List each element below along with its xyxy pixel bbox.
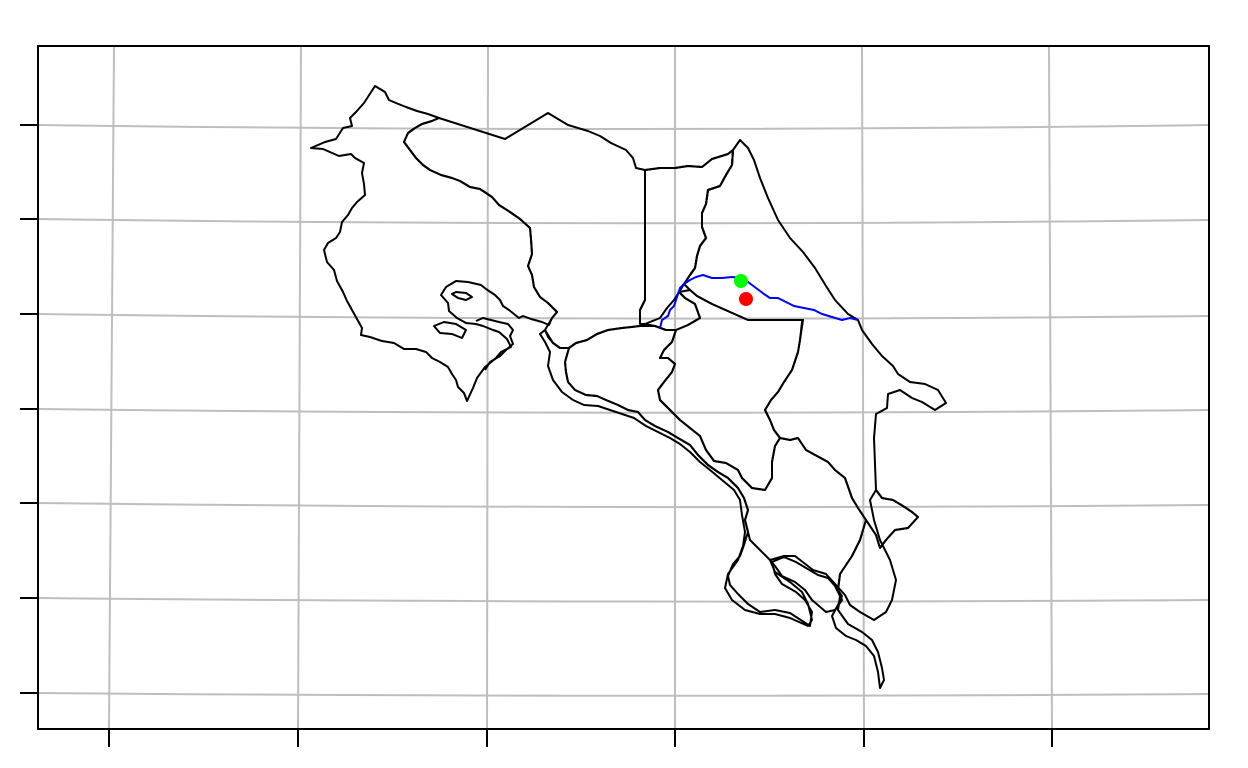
graticule-parallel <box>37 218 1210 225</box>
graticule-parallel <box>37 313 1210 320</box>
centroid-point <box>739 292 753 306</box>
gulf-coast-detail <box>475 317 514 371</box>
graticule-parallel <box>37 597 1210 603</box>
graticule-meridian <box>1048 45 1053 730</box>
plot-frame <box>20 45 1210 747</box>
point-on-surface-point <box>734 274 748 288</box>
graticule-parallel <box>37 408 1210 414</box>
graticule-parallel <box>37 124 1210 130</box>
graticule-meridian <box>486 45 489 730</box>
plot-border <box>37 45 1210 730</box>
nicoya-coast-detail <box>451 291 473 301</box>
graticule-parallel <box>37 692 1210 697</box>
province-puntarenas <box>539 329 919 689</box>
graticule <box>37 45 1210 730</box>
graticule-meridian <box>297 45 302 730</box>
graticule-meridian <box>108 45 115 730</box>
nicoya-island-outline <box>433 321 467 339</box>
graticule-parallel <box>37 502 1210 509</box>
